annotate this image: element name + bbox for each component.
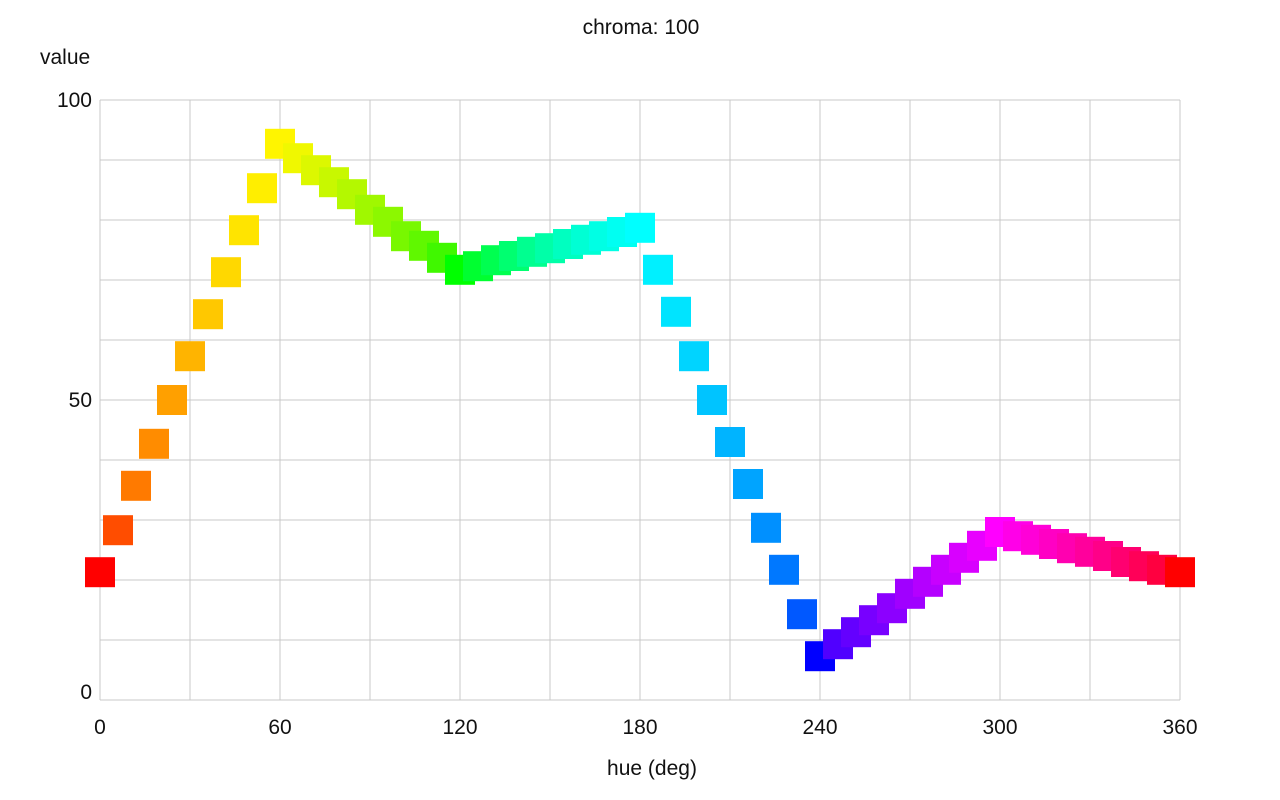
data-point [229, 215, 259, 246]
x-tick-label: 240 [802, 716, 837, 739]
data-point [193, 299, 223, 330]
y-tick-labels: 0 50 100 [57, 89, 92, 704]
data-point [139, 428, 169, 459]
data-point [661, 296, 691, 327]
data-point [643, 254, 673, 285]
data-point [103, 515, 133, 546]
data-point [787, 599, 817, 630]
data-point [85, 557, 115, 588]
x-tick-label: 120 [442, 716, 477, 739]
data-point [697, 385, 727, 415]
data-point [769, 554, 799, 585]
y-tick-label: 50 [69, 389, 92, 412]
x-tick-label: 180 [622, 716, 657, 739]
data-point [625, 212, 655, 243]
data-point [247, 173, 277, 204]
data-point [175, 341, 205, 372]
x-tick-label: 300 [982, 716, 1017, 739]
y-axis-label: value [40, 46, 90, 69]
data-point [715, 427, 745, 457]
data-point [1165, 557, 1195, 588]
data-point [121, 470, 151, 501]
data-point [751, 512, 781, 543]
y-tick-label: 100 [57, 89, 92, 112]
data-point [211, 257, 241, 288]
data-points [85, 128, 1195, 672]
data-point [733, 469, 763, 499]
x-tick-labels: 0 60 120 180 240 300 360 [94, 716, 1197, 739]
x-tick-label: 360 [1162, 716, 1197, 739]
x-axis-label: hue (deg) [607, 757, 697, 780]
chart-title: chroma: 100 [583, 16, 700, 39]
x-tick-label: 60 [268, 716, 291, 739]
x-tick-label: 0 [94, 716, 106, 739]
data-point [157, 385, 187, 415]
y-tick-label: 0 [80, 681, 92, 704]
data-point [679, 341, 709, 372]
grid-lines [99, 99, 1181, 701]
